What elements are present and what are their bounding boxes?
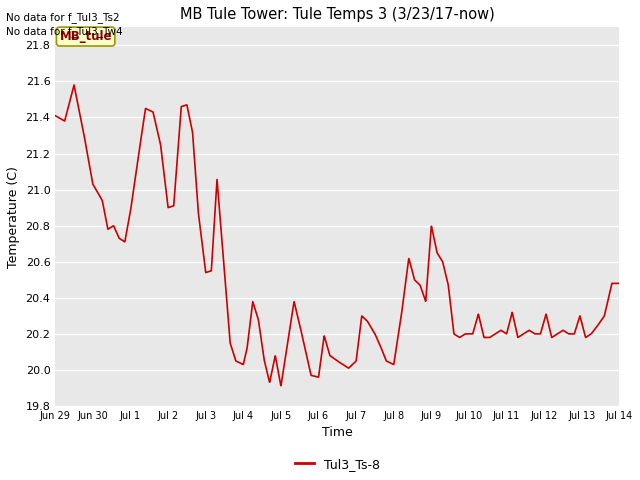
Title: MB Tule Tower: Tule Temps 3 (3/23/17-now): MB Tule Tower: Tule Temps 3 (3/23/17-now… [180, 7, 495, 22]
Y-axis label: Temperature (C): Temperature (C) [7, 166, 20, 267]
Text: No data for f_Tul3_Tw4: No data for f_Tul3_Tw4 [6, 26, 123, 37]
Tul3_Ts-8 [116, 236, 124, 241]
Tul3_Ts-8 [277, 383, 285, 389]
Legend: Tul3_Ts-8: Tul3_Ts-8 [290, 453, 385, 476]
Tul3_Ts-8 [616, 280, 623, 286]
Tul3_Ts-8 [149, 110, 157, 116]
Text: No data for f_Tul3_Ts2: No data for f_Tul3_Ts2 [6, 12, 120, 23]
Tul3_Ts-8 [51, 113, 59, 119]
Text: MB_tule: MB_tule [60, 30, 112, 43]
Tul3_Ts-8 [605, 294, 612, 300]
Tul3_Ts-8 [292, 308, 300, 314]
Tul3_Ts-8 [70, 82, 78, 88]
Tul3_Ts-8 [268, 370, 276, 375]
X-axis label: Time: Time [322, 426, 353, 440]
Line: Tul3_Ts-8: Tul3_Ts-8 [55, 85, 620, 386]
Tul3_Ts-8 [544, 319, 552, 324]
